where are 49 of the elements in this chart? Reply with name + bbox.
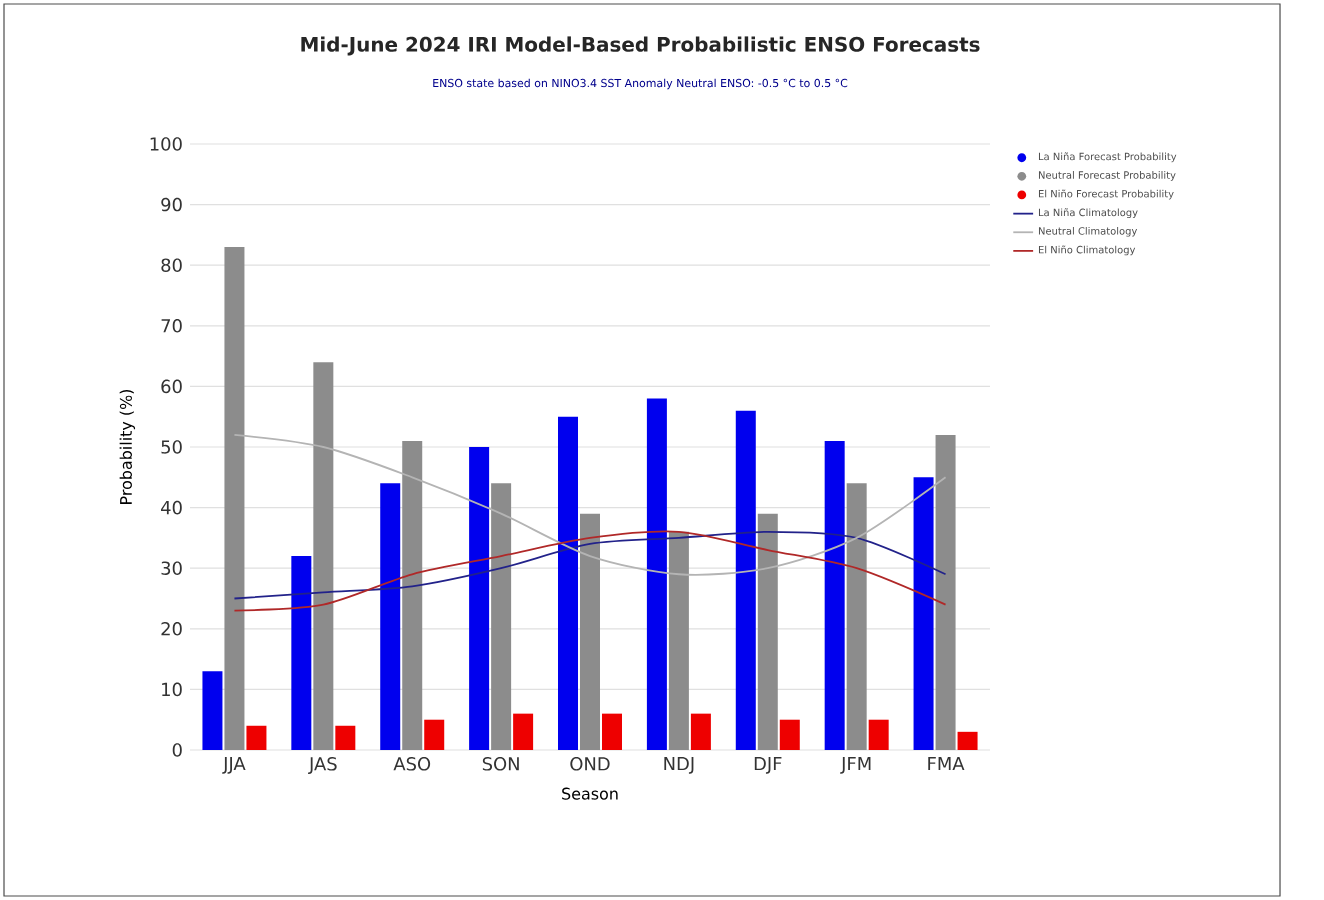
bar: [757, 513, 778, 750]
y-tick-label: 80: [161, 258, 182, 272]
bar: [224, 247, 245, 750]
bar: [469, 447, 490, 750]
y-tick-label: 30: [161, 561, 182, 575]
x-tick-label: DJF: [754, 757, 782, 774]
bar: [246, 725, 267, 750]
bar: [580, 513, 600, 750]
chart-title: Mid-June 2024 IRI Model-Based Probabilistic ENSO Forecasts: [301, 36, 980, 56]
bar: [491, 483, 512, 750]
y-tick-label: 40: [161, 500, 182, 515]
y-tick-label: 0: [172, 743, 182, 757]
bar: [558, 416, 578, 750]
bar: [779, 719, 800, 750]
bar: [646, 398, 667, 750]
y-tick-label: 70: [161, 319, 182, 333]
line-series: [233, 433, 947, 576]
bar: [291, 556, 312, 750]
x-tick-label: NDJ: [664, 757, 694, 774]
bar: [313, 362, 334, 750]
bar: [380, 483, 401, 750]
bar: [935, 434, 956, 750]
x-tick-label: FMA: [928, 757, 965, 771]
y-tick-label: 10: [162, 682, 182, 697]
y-tick-label: 90: [161, 197, 182, 212]
bar: [690, 713, 711, 750]
bar: [668, 531, 689, 750]
x-tick-label: JJA: [222, 757, 246, 774]
x-tick-label: JAS: [308, 757, 337, 774]
y-tick-label: 50: [161, 440, 182, 454]
y-tick-label: 100: [150, 137, 182, 151]
x-tick-label: OND: [570, 757, 610, 771]
bar: [335, 725, 356, 750]
bar: [824, 440, 845, 750]
x-tick-label: JFM: [840, 757, 871, 774]
y-tick-label: 20: [161, 622, 182, 636]
x-tick-label: SON: [482, 757, 519, 771]
bar: [424, 719, 445, 750]
bar: [913, 477, 934, 750]
bar: [846, 483, 867, 750]
bar: [402, 440, 423, 750]
bar: [735, 410, 756, 750]
x-tick-label: ASO: [393, 757, 431, 771]
bar: [202, 671, 223, 750]
bar: [602, 713, 622, 750]
bar: [868, 719, 889, 750]
bar: [513, 713, 534, 750]
bar: [957, 731, 978, 750]
y-tick-label: 60: [161, 379, 182, 394]
